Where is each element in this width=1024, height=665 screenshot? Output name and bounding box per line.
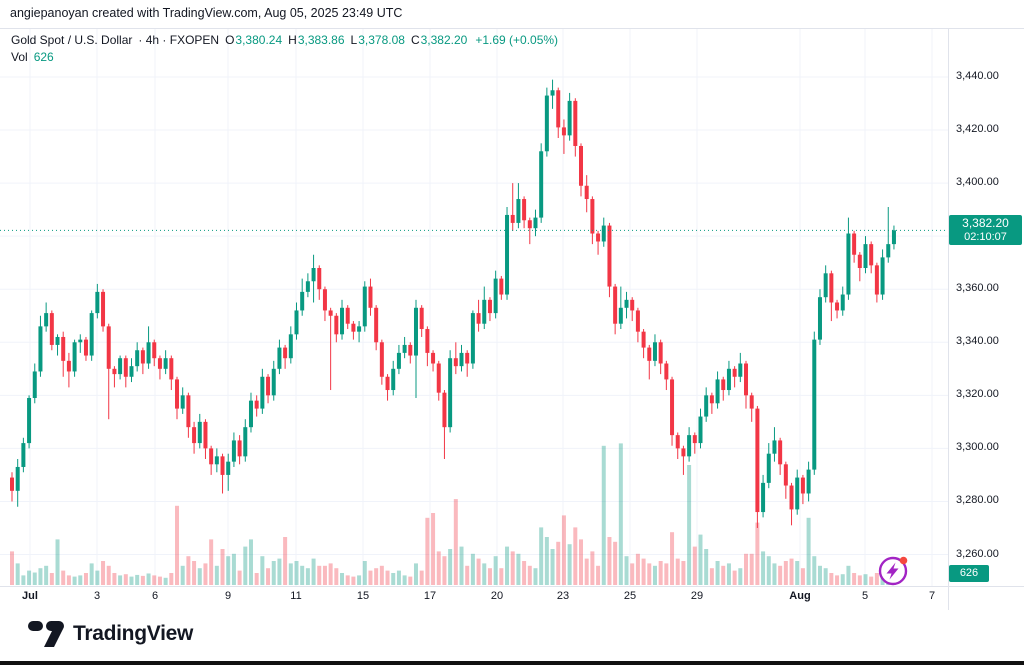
notification-dot (899, 556, 908, 565)
time-axis-label: Aug (789, 590, 811, 602)
tradingview-logo[interactable]: TradingView (28, 620, 193, 648)
time-axis-label: 20 (490, 590, 504, 602)
candle-countdown: 02:10:07 (964, 231, 1007, 244)
attribution-text: angiepanoyan created with TradingView.co… (10, 6, 403, 20)
time-axis-label: 29 (690, 590, 704, 602)
time-axis[interactable]: Jul 3 6 9 11 15 17 20 23 25 29 Aug 5 7 (0, 587, 1024, 609)
time-axis-label: 6 (151, 590, 159, 602)
price-axis-label: 3,280.00 (956, 494, 999, 507)
flash-icon (878, 556, 908, 586)
time-axis-label: 23 (556, 590, 570, 602)
candlestick-chart-pane[interactable] (0, 0, 1024, 610)
time-axis-label: Jul (22, 590, 38, 602)
price-axis-label: 3,360.00 (956, 282, 999, 295)
price-axis-label: 3,300.00 (956, 441, 999, 454)
bottom-bar (0, 661, 1024, 665)
last-price-badge: 3,382.20 02:10:07 (949, 215, 1022, 246)
price-axis-label: 3,420.00 (956, 123, 999, 136)
time-axis-label: 15 (356, 590, 370, 602)
candlestick-chart-svg[interactable] (0, 0, 1024, 612)
price-axis-label: 3,440.00 (956, 70, 999, 82)
time-axis-label: 5 (861, 590, 869, 602)
last-price-value: 3,382.20 (962, 216, 1009, 231)
price-axis-label: 3,400.00 (956, 176, 999, 189)
tradingview-logo-text: TradingView (73, 622, 194, 645)
time-axis-label: 11 (290, 590, 302, 602)
price-axis-label: 3,320.00 (956, 388, 999, 401)
tradingview-logo-icon (28, 621, 64, 647)
time-axis-label: 17 (423, 590, 437, 602)
time-axis-label: 7 (928, 590, 936, 602)
volume-badge: 626 (949, 565, 989, 582)
price-axis-label: 3,260.00 (956, 547, 999, 560)
price-axis-label: 3,340.00 (956, 335, 999, 348)
time-axis-label: 25 (623, 590, 637, 602)
price-axis[interactable]: 3,440.00 3,420.00 3,400.00 3,360.00 3,340.00… (949, 29, 1024, 586)
time-axis-label: 9 (224, 590, 232, 602)
flash-icon-button[interactable] (872, 551, 914, 593)
time-axis-label: 3 (93, 590, 101, 602)
